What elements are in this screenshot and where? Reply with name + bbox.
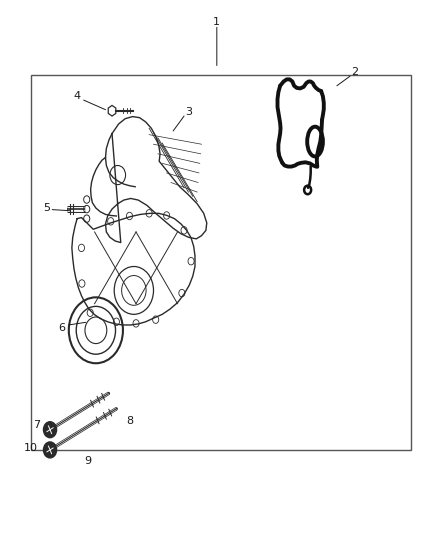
Text: 3: 3 [185, 107, 192, 117]
Circle shape [43, 442, 57, 458]
Text: 7: 7 [33, 420, 40, 430]
Text: 8: 8 [126, 416, 133, 426]
Bar [31, 75, 411, 450]
Circle shape [43, 422, 57, 438]
Text: 10: 10 [23, 443, 37, 453]
Text: 9: 9 [85, 456, 92, 465]
Text: 1: 1 [213, 17, 220, 27]
Text: 6: 6 [58, 322, 65, 333]
Text: 4: 4 [74, 91, 81, 101]
Text: 2: 2 [351, 68, 358, 77]
Text: 5: 5 [43, 203, 50, 213]
